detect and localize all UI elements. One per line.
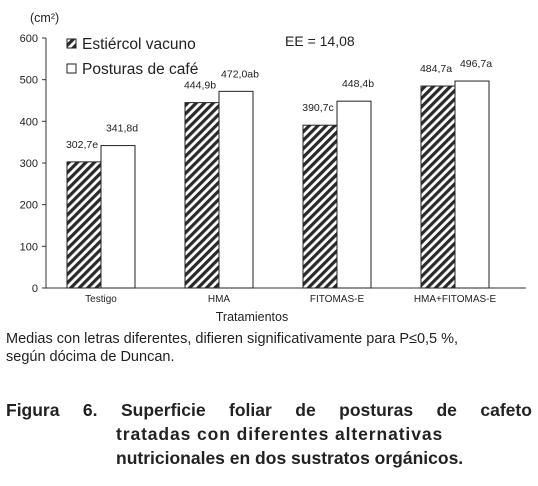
data-label: 444,9b — [184, 80, 216, 92]
y-tick-label: 200 — [20, 200, 38, 212]
y-tick-label: 0 — [32, 283, 38, 295]
y-tick-label: 400 — [20, 116, 38, 128]
y-tick-label: 300 — [20, 158, 38, 170]
legend-label-posturas: Posturas de café — [82, 61, 198, 78]
figure-caption-word: de — [295, 400, 316, 420]
bar-chart: (cm²) 0 100 200 300 400 500 600 302,7e 341,8d 44… — [20, 11, 526, 324]
figure-caption-word: 6. — [82, 400, 98, 420]
x-tick-label: HMA — [208, 294, 231, 305]
data-label: 448,4b — [342, 78, 374, 90]
y-tick-label: 500 — [20, 75, 38, 87]
x-axis-title: Tratamientos — [216, 310, 288, 324]
data-label: 496,7a — [460, 58, 492, 70]
bar-estiercol-1 — [184, 102, 220, 289]
data-label: 472,0ab — [221, 68, 259, 80]
x-axis: Testigo HMA FITOMAS-E HMA+FITOMAS-E — [85, 294, 496, 305]
data-label: 341,8d — [106, 123, 138, 135]
ee-annotation: EE = 14,08 — [285, 33, 355, 49]
y-tick-label: 600 — [20, 33, 38, 45]
bar-posturas-3 — [454, 80, 490, 289]
data-label: 302,7e — [66, 139, 98, 151]
figure-caption-word: posturas — [339, 400, 414, 420]
legend: Estiércol vacuno Posturas de café — [66, 36, 198, 78]
figure-caption: Figura 6. Superficie foliar de posturas de cafe… — [6, 398, 532, 470]
y-axis: 0 100 200 300 400 500 600 — [20, 33, 46, 295]
bar-posturas-2 — [336, 100, 372, 289]
x-tick-label: Testigo — [85, 294, 117, 305]
significance-note: Medias con letras diferentes, difieren s… — [6, 330, 534, 366]
figure-caption-line-1: Figura 6. Superficie foliar de posturas de cafe… — [6, 398, 532, 422]
bars-group: 302,7e 341,8d 444,9b 472,0ab 390,7c 448,4b 484… — [66, 58, 492, 289]
x-tick-label: FITOMAS-E — [310, 294, 365, 305]
legend-swatch-posturas — [66, 63, 77, 74]
note-line-1: Medias con letras diferentes, difieren s… — [6, 331, 459, 347]
legend-swatch-estiercol — [66, 38, 77, 49]
y-tick-label: 100 — [20, 241, 38, 253]
bar-estiercol-3 — [420, 85, 456, 289]
data-label: 484,7a — [420, 63, 452, 75]
bar-posturas-1 — [218, 90, 254, 289]
figure-caption-word: cafeto — [480, 400, 532, 420]
figure-caption-line-2: tratadas con diferentes alternativas — [116, 424, 444, 444]
figure-caption-word: de — [436, 400, 457, 420]
legend-label-estiercol: Estiércol vacuno — [82, 36, 196, 53]
note-line-2: según dócima de Duncan. — [6, 349, 175, 365]
y-axis-unit-label: (cm²) — [30, 11, 59, 25]
figure-caption-line-3: nutricionales en dos sustratos orgánicos… — [116, 448, 464, 468]
bar-estiercol-0 — [66, 161, 102, 289]
data-label: 390,7c — [302, 102, 334, 114]
bar-posturas-0 — [100, 145, 136, 289]
x-tick-label: HMA+FITOMAS-E — [414, 294, 497, 305]
figure-caption-word: foliar — [229, 400, 272, 420]
figure-caption-word: Superficie — [120, 400, 206, 420]
figure-caption-word: Figura — [6, 400, 60, 420]
bar-estiercol-2 — [302, 124, 338, 289]
